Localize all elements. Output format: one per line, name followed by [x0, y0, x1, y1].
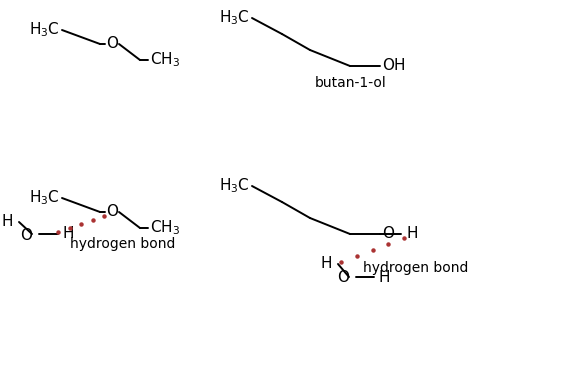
Text: H: H: [379, 269, 390, 285]
Text: $\mathregular{H_3C}$: $\mathregular{H_3C}$: [29, 21, 60, 39]
Text: $\mathregular{H_3C}$: $\mathregular{H_3C}$: [219, 176, 250, 195]
Text: butan-1-ol: butan-1-ol: [315, 76, 387, 90]
Text: O: O: [337, 270, 349, 286]
Text: O: O: [106, 205, 118, 219]
Text: H: H: [63, 226, 75, 242]
Text: $\mathregular{CH_3}$: $\mathregular{CH_3}$: [150, 219, 180, 237]
Text: O: O: [20, 228, 32, 242]
Text: OH: OH: [382, 58, 405, 74]
Text: H: H: [2, 215, 13, 229]
Text: $\mathregular{CH_3}$: $\mathregular{CH_3}$: [150, 51, 180, 69]
Text: H: H: [320, 256, 332, 272]
Text: H: H: [407, 226, 418, 242]
Text: O: O: [106, 37, 118, 51]
Text: hydrogen bond: hydrogen bond: [70, 237, 176, 251]
Text: O: O: [382, 226, 394, 242]
Text: $\mathregular{H_3C}$: $\mathregular{H_3C}$: [219, 9, 250, 27]
Text: hydrogen bond: hydrogen bond: [363, 261, 468, 275]
Text: $\mathregular{H_3C}$: $\mathregular{H_3C}$: [29, 189, 60, 207]
